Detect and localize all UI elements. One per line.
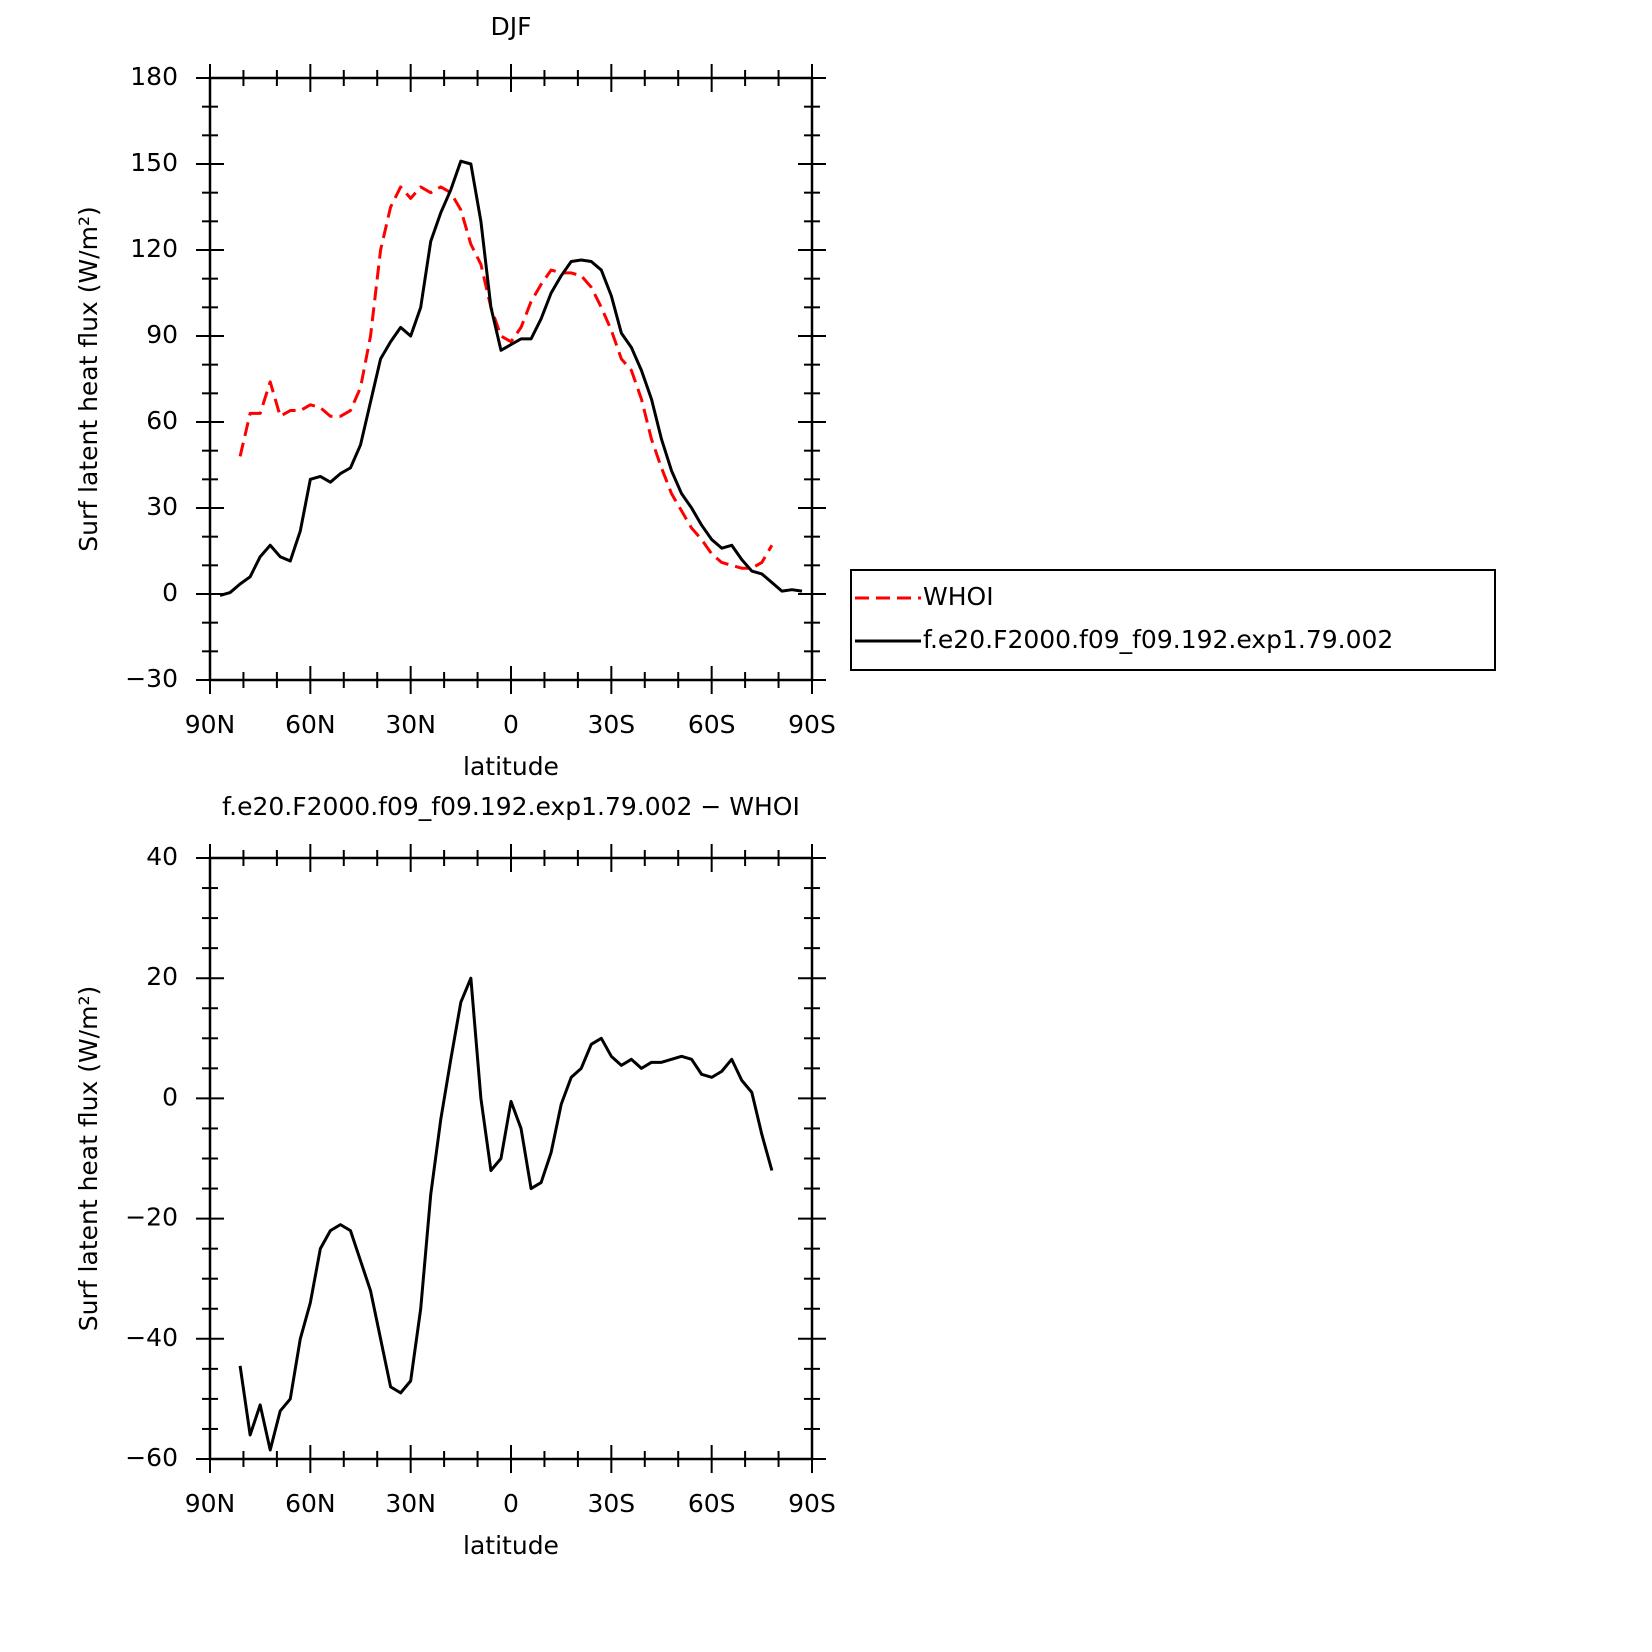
legend-label: f.e20.F2000.f09_f09.192.exp1.79.002 — [923, 625, 1393, 654]
x-axis-label: latitude — [463, 1531, 559, 1560]
x-tick-label: 90S — [788, 1489, 836, 1518]
y-tick-label: 120 — [130, 234, 178, 263]
x-tick-label: 90S — [788, 710, 836, 739]
data-line — [238, 185, 774, 570]
x-tick-label: 0 — [503, 710, 519, 739]
legend-label: WHOI — [923, 582, 994, 611]
x-axis-label: latitude — [463, 752, 559, 781]
legend-box — [850, 569, 1496, 671]
y-tick-label: 0 — [162, 1082, 178, 1111]
y-tick-label: −30 — [125, 664, 178, 693]
chart-title: f.e20.F2000.f09_f09.192.exp1.79.002 − WH… — [222, 792, 800, 821]
y-tick-label: 40 — [146, 842, 178, 871]
plot-frame — [208, 856, 814, 1461]
y-axis-label: Surf latent heat flux (W/m²) — [74, 986, 103, 1331]
y-tick-label: 180 — [130, 62, 178, 91]
y-tick-label: 60 — [146, 406, 178, 435]
x-tick-label: 30N — [385, 710, 436, 739]
y-tick-label: 150 — [130, 148, 178, 177]
y-tick-label: 0 — [162, 578, 178, 607]
x-tick-label: 30N — [385, 1489, 436, 1518]
x-tick-label: 30S — [587, 1489, 635, 1518]
y-tick-label: 90 — [146, 320, 178, 349]
x-tick-label: 60N — [285, 710, 336, 739]
y-tick-label: −20 — [125, 1203, 178, 1232]
x-tick-label: 60N — [285, 1489, 336, 1518]
x-tick-label: 30S — [587, 710, 635, 739]
y-tick-label: 20 — [146, 962, 178, 991]
x-tick-label: 60S — [688, 1489, 736, 1518]
data-line — [219, 159, 803, 597]
y-tick-label: 30 — [146, 492, 178, 521]
plot-frame — [208, 76, 814, 682]
y-tick-label: −40 — [125, 1323, 178, 1352]
x-tick-label: 90N — [185, 1489, 236, 1518]
x-tick-label: 60S — [688, 710, 736, 739]
y-tick-label: −60 — [125, 1443, 178, 1472]
x-tick-label: 90N — [185, 710, 236, 739]
y-axis-label: Surf latent heat flux (W/m²) — [74, 206, 103, 551]
x-tick-label: 0 — [503, 1489, 519, 1518]
chart-title: DJF — [490, 12, 531, 41]
data-line — [238, 976, 774, 1452]
